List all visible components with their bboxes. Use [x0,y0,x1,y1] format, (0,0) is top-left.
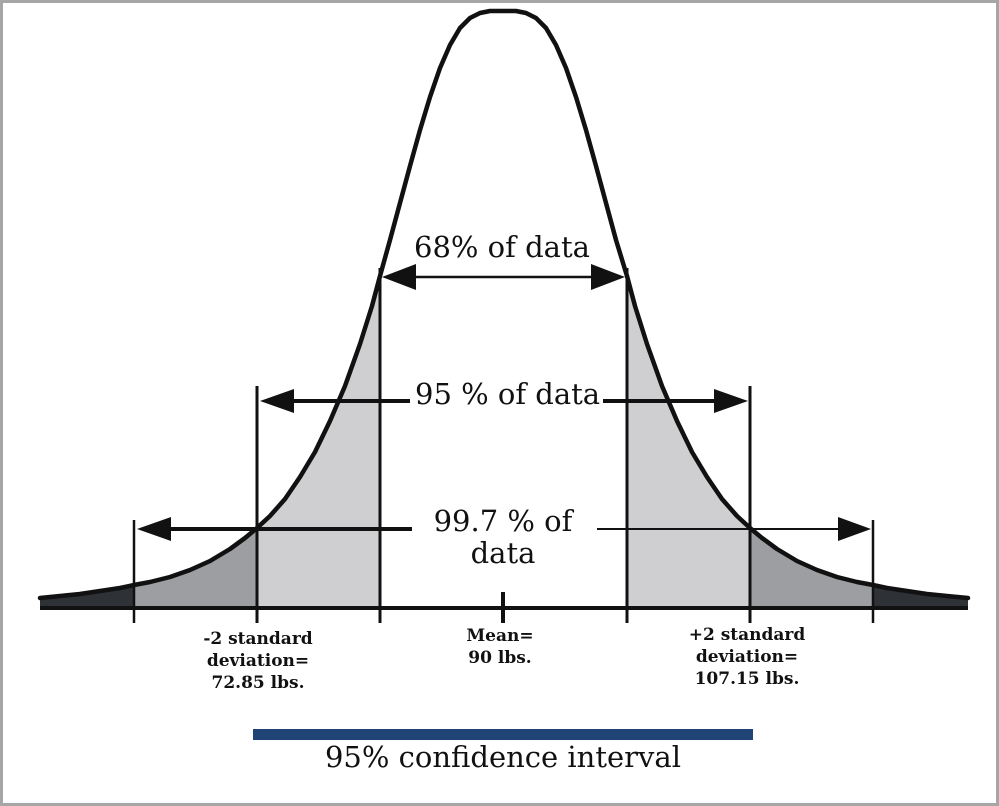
left-2to3-sigma-region [134,528,257,606]
mean-label-line1: Mean= [466,626,534,646]
right-2to3-sigma-region [750,528,873,606]
mean-label: Mean= 90 lbs. [450,625,550,669]
arrow-68-right-head [591,264,625,290]
minus2-label-line2: deviation= [206,651,310,671]
arrow-95-right-head [714,389,748,413]
arrow-997-right-head [838,517,871,541]
arrow-997-left-head [137,517,171,541]
minus2-label-line1: -2 standard [203,629,313,649]
confidence-interval-caption: 95% confidence interval [324,740,681,774]
minus2-label-line3: 72.85 lbs. [211,673,305,693]
label-997-percent: 99.7 % of data [413,505,593,569]
arrow-68-left-head [382,264,416,290]
plus2-label-line1: +2 standard [688,625,806,645]
label-95-percent: 95 % of data [412,378,604,410]
normal-curve [37,8,971,601]
plus2-label-line3: 107.15 lbs. [694,669,800,689]
left-1to2-sigma-region [257,276,380,606]
minus2-sigma-label: -2 standard deviation= 72.85 lbs. [188,628,328,694]
label-997-line1: 99.7 % of [433,504,573,538]
arrow-95-left-head [260,389,294,413]
plus2-sigma-label: +2 standard deviation= 107.15 lbs. [676,624,818,690]
confidence-interval-bar [253,729,753,740]
label-997-line2: data [470,536,536,570]
mean-label-line2: 90 lbs. [468,648,532,668]
label-68-percent: 68% of data [414,230,590,264]
right-1to2-sigma-region [627,276,750,606]
plus2-label-line2: deviation= [695,647,799,667]
